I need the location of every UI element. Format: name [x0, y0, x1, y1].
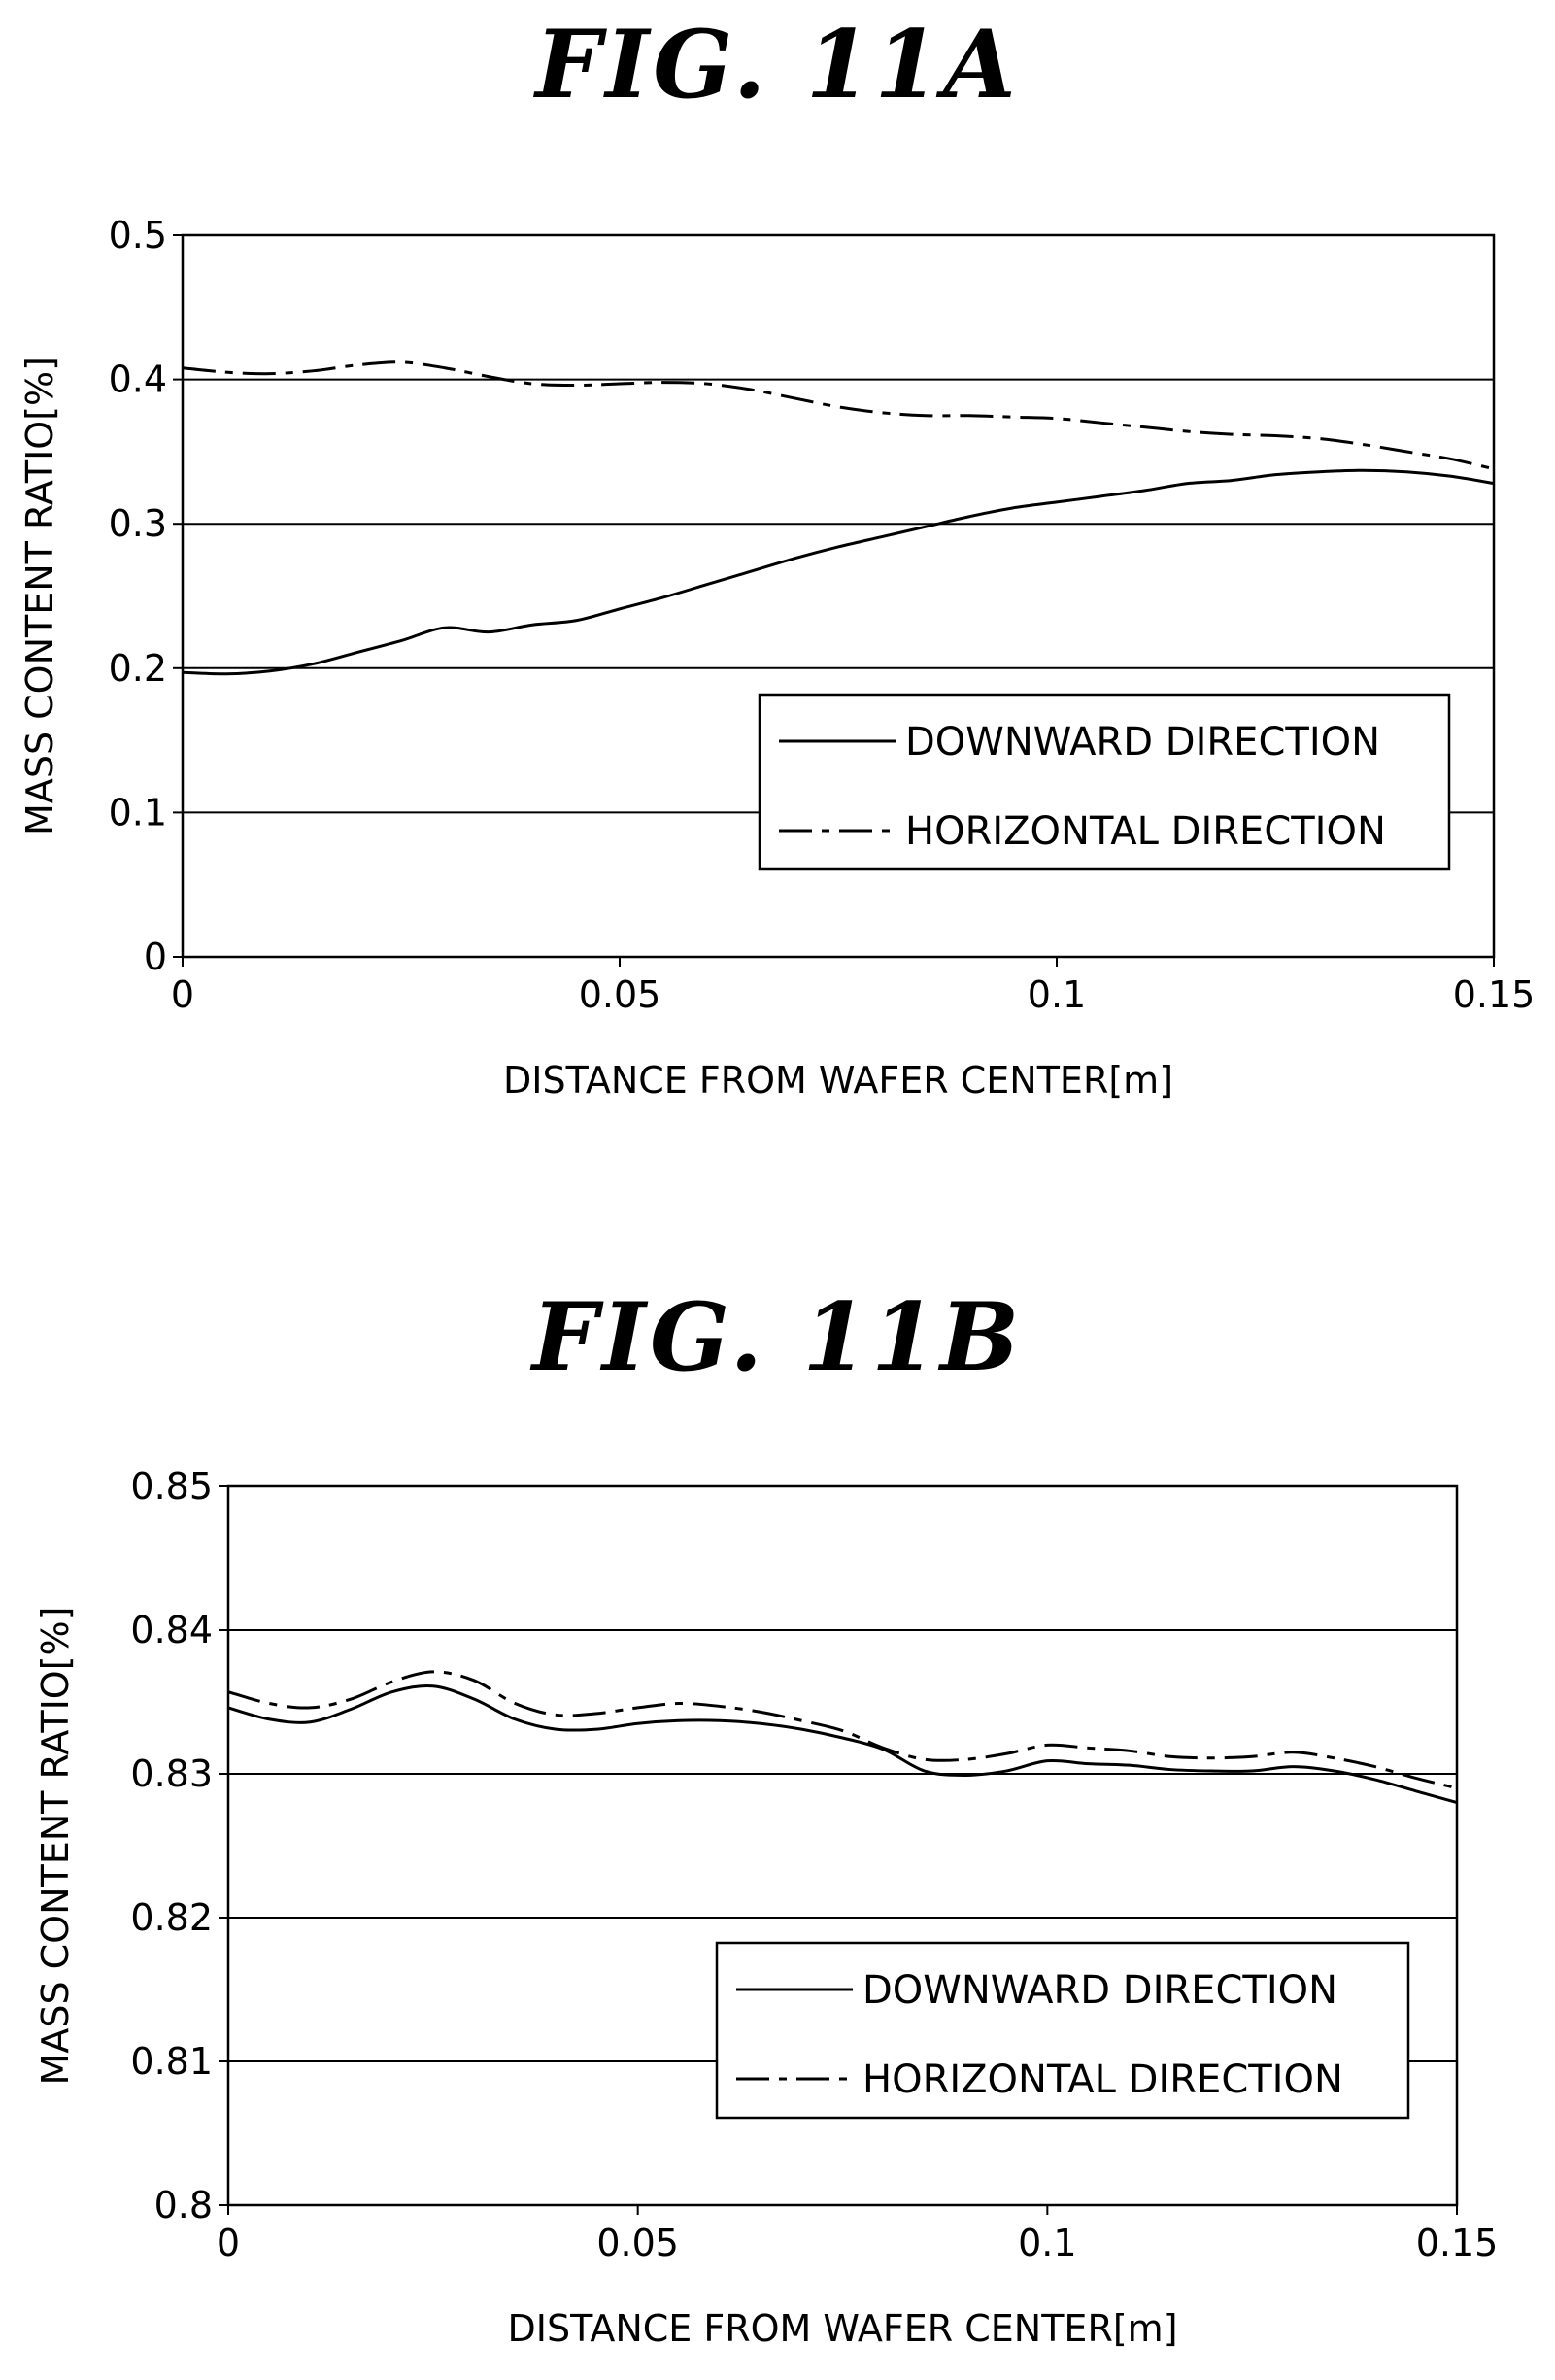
figure-11b-title: FIG. 11B	[531, 1282, 1024, 1392]
chart-11b: 0.8 0.81 0.82 0.83 0.84 0.85 0 0.05 0.1 0.15 DOWNW…	[34, 1465, 1499, 2350]
figure-11a-title: FIG. 11A	[535, 10, 1020, 119]
y-axis-title: MASS CONTENT RATIO[%]	[34, 1607, 77, 2086]
y-tick-label: 0.81	[130, 2040, 213, 2083]
series-line-downward	[227, 1683, 1458, 1805]
x-tick-label: 0	[171, 973, 194, 1016]
y-tick-label: 0.2	[109, 647, 167, 690]
x-tick-label: 0.1	[1028, 973, 1086, 1016]
x-tick-label: 0.1	[1018, 2222, 1076, 2264]
y-tick-label: 0.3	[109, 502, 167, 545]
legend-label: HORIZONTAL DIRECTION	[905, 809, 1386, 854]
plot-frame	[226, 1484, 1459, 2207]
y-tick-label: 0.82	[130, 1896, 213, 1939]
y-tick-label: 0.5	[109, 214, 167, 256]
plot-frame	[181, 233, 1496, 959]
x-axis-title: DISTANCE FROM WAFER CENTER[m]	[507, 2307, 1177, 2350]
chart-11a: 0 0.1 0.2 0.3 0.4 0.5 0 0.05 0.1 0.15 DOWNWARD DIR…	[18, 214, 1536, 1102]
x-tick-label: 0.15	[1453, 973, 1536, 1016]
y-tick-label: 0	[144, 935, 167, 978]
legend-label: DOWNWARD DIRECTION	[905, 720, 1380, 765]
y-axis-title: MASS CONTENT RATIO[%]	[18, 357, 61, 835]
y-tick-label: 0.8	[154, 2184, 213, 2227]
x-tick-label: 0	[217, 2222, 240, 2264]
x-axis-title: DISTANCE FROM WAFER CENTER[m]	[503, 1059, 1173, 1102]
x-tick-label: 0.15	[1416, 2222, 1499, 2264]
x-tick-label: 0.05	[579, 973, 661, 1016]
series-line-horizontal	[182, 360, 1495, 471]
y-tick-label: 0.85	[130, 1465, 213, 1508]
legend-label: DOWNWARD DIRECTION	[862, 1968, 1337, 2013]
series-line-downward	[182, 468, 1495, 676]
legend-label: HORIZONTAL DIRECTION	[862, 2057, 1343, 2102]
legend-box	[715, 1941, 1410, 2120]
y-tick-label: 0.83	[130, 1752, 213, 1795]
y-tick-label: 0.84	[130, 1609, 213, 1651]
legend-box	[758, 693, 1451, 871]
series-line-horizontal	[227, 1670, 1458, 1790]
y-tick-label: 0.4	[109, 358, 167, 401]
x-tick-label: 0.05	[596, 2222, 679, 2264]
y-tick-label: 0.1	[109, 791, 167, 833]
